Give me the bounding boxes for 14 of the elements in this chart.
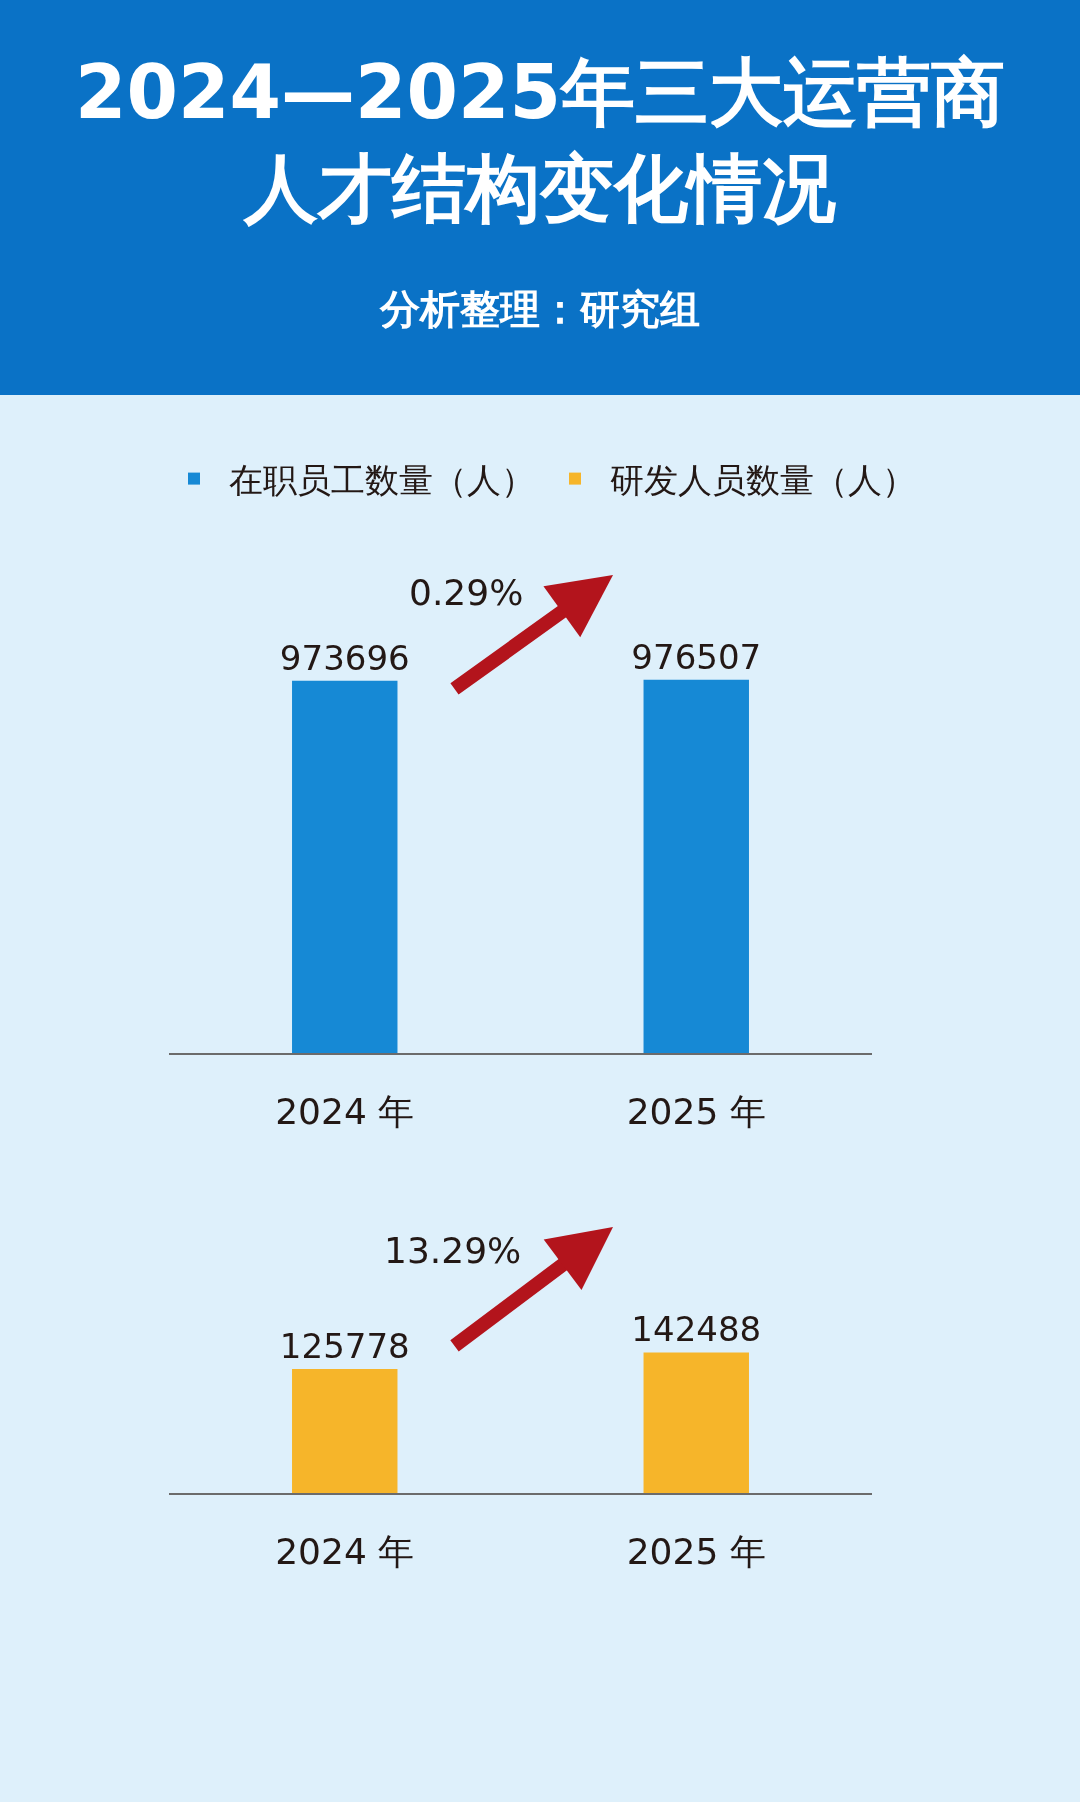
data-label: 142488	[631, 1309, 762, 1350]
chart-subtitle: 分析整理：研究组	[379, 286, 700, 333]
x-tick-label: 2024 年	[275, 1090, 415, 1132]
x-tick-label: 2024 年	[275, 1530, 415, 1572]
chart-title: 2024—2025年三大运营商人才结构变化情况	[75, 49, 1005, 232]
data-label: 976507	[631, 636, 762, 677]
text: 13.29%	[384, 1230, 522, 1271]
x-tick-label: 2025 年	[626, 1530, 766, 1572]
x-tick-label: 2025 年	[626, 1090, 766, 1132]
text: 0.29%	[409, 572, 524, 613]
data-label: 973696	[279, 637, 410, 678]
legend-label: 研发人员数量（人）	[610, 459, 916, 500]
legend-label: 在职员工数量（人）	[229, 459, 535, 500]
data-label: 125778	[279, 1325, 410, 1366]
